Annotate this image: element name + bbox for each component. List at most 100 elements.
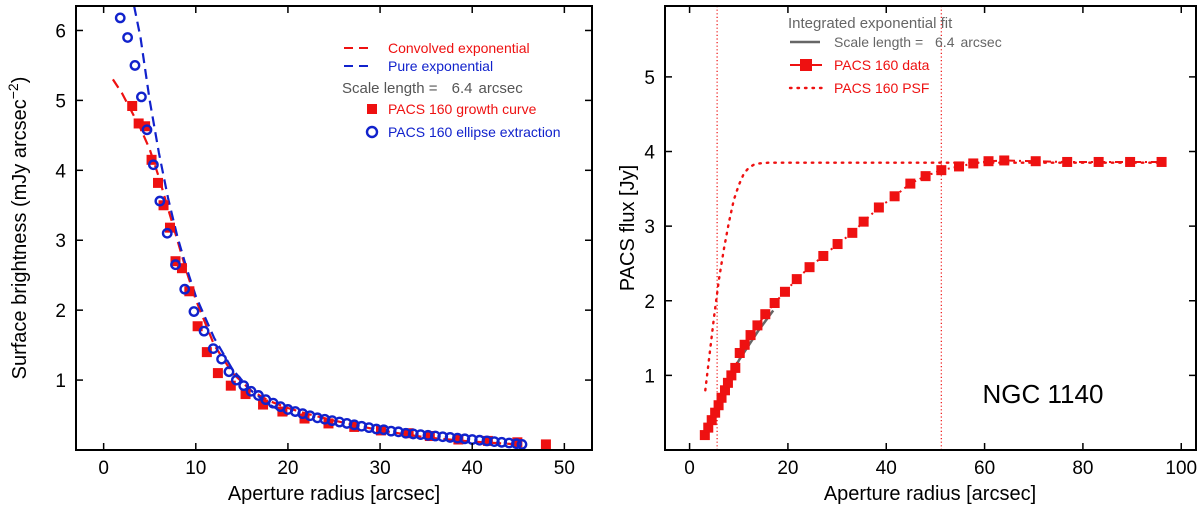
right-series-1-point-22 [858,216,869,227]
left-series-2-point-26 [540,439,551,450]
left-xtick-label-2: 20 [277,458,298,479]
right-series-1-point-14 [760,309,771,320]
right-series-1-point-26 [920,171,931,182]
left-series-2-point-15 [258,399,269,410]
right-series-2-line [704,161,1163,392]
right-series-1-point-27 [936,165,947,176]
left-xtick-label-1: 10 [185,458,206,479]
right-series-1-point-0 [699,430,710,441]
right-series-1-point-30 [983,156,994,167]
legend-data-label: PACS 160 data [834,57,930,73]
legend-fit-scale-unit: arcsec [960,34,1001,50]
right-series-1-point-1 [703,422,714,433]
left-y-axis-label-main: Surface brightness (mJy arcsec [9,99,31,379]
right-ytick-label-0: 1 [644,366,655,387]
right-ytick-label-2: 3 [644,217,655,238]
left-series-2-point-12 [212,368,223,379]
right-xtick-label-1: 20 [777,458,798,479]
right-x-axis-label: Aperture radius [arcsec] [824,483,1036,505]
right-series-1-point-9 [730,362,741,373]
right-y-axis-label: PACS flux [Jy] [617,165,639,291]
left-series-3-point-14 [223,366,235,378]
left-y-axis-label-sup: −2 [5,83,21,99]
legend-fit-scale-prefix: Scale length = [834,34,927,50]
legend-conv-label: Convolved exponential [388,40,530,56]
right-series-1-point-5 [716,392,727,403]
legend-ellipse-marker [365,125,379,139]
right-series-1-point-12 [745,330,756,341]
left-ytick-label-4: 5 [55,91,66,112]
left-xtick-label-5: 50 [554,458,575,479]
left-series-3-point-7 [161,227,173,239]
right-series-1-point-28 [954,161,965,172]
left-series-1-line [133,6,289,416]
left-ytick-label-1: 2 [55,301,66,322]
left-series-3-point-5 [147,159,159,171]
left-series-2-point-19 [349,421,360,432]
left-series-2-point-4 [153,177,164,188]
left-ytick-label-2: 3 [55,231,66,252]
left-legend: Convolved exponential Pure exponential S… [342,40,561,140]
left-ytick-label-0: 1 [55,371,66,392]
right-plot-frame [664,5,1197,451]
left-series-3-point-15 [230,374,242,386]
right-xtick-label-3: 60 [974,458,995,479]
legend-ellipse-label: PACS 160 ellipse extraction [388,124,561,140]
left-series-2-point-1 [133,118,144,129]
left-series-2-point-23 [453,434,464,445]
ngc-annotation: NGC 1140 [983,379,1104,409]
right-series-1-point-20 [832,239,843,250]
right-ytick-label-3: 4 [644,143,655,164]
right-data-layer [699,6,1167,450]
left-panel: 0 10 20 30 40 50 1 2 3 4 5 6 Aperture radius [arcse… [5,5,593,505]
left-series-2-point-10 [192,321,203,332]
right-series-1-point-15 [769,297,780,308]
left-series-3-point-10 [188,306,200,317]
legend-scale-unit: arcsec [479,80,524,97]
right-series-1-point-24 [889,191,900,202]
left-xtick-label-4: 40 [462,458,483,479]
legend-pure-label: Pure exponential [388,58,493,74]
left-xtick-label-0: 0 [98,458,109,479]
right-series-1-point-6 [719,385,730,396]
left-ytick-label-3: 4 [55,161,66,182]
legend-fit-title: Integrated exponential fit [788,15,953,32]
left-series-3-point-4 [141,124,153,136]
left-data-layer [111,6,551,450]
legend-scale-length: Scale length = 6.4 arcsec [342,80,523,97]
left-series-2-point-24 [482,435,493,446]
left-series-2-point-13 [225,380,236,391]
right-series-1-point-18 [804,262,815,273]
right-series-1-point-17 [791,274,802,285]
right-series-1-point-21 [847,227,858,238]
right-series-1-point-7 [722,377,733,388]
left-series-3-point-6 [154,195,166,207]
right-series-1-point-31 [999,155,1010,166]
left-series-3-point-0 [114,12,126,24]
legend-fit-scale: Scale length = 6.4 arcsec [834,34,1002,50]
left-series-3-point-8 [170,259,181,271]
left-series-2-point-8 [176,263,187,274]
legend-growth-label: PACS 160 growth curve [388,101,537,117]
left-ytick-label-5: 6 [55,21,66,42]
left-xtick-label-3: 30 [370,458,391,479]
right-series-1-point-23 [873,202,884,213]
left-series-3-point-9 [179,283,191,295]
right-series-1-point-25 [905,178,916,189]
left-series-2-point-0 [127,100,138,111]
right-xtick-label-0: 0 [684,458,695,479]
right-series-1-point-2 [706,415,717,426]
right-xtick-label-5: 100 [1165,458,1197,479]
left-series-3-point-2 [129,60,141,71]
left-series-2-point-11 [201,347,212,358]
left-series-2-point-22 [424,431,435,442]
left-plot-frame [75,5,593,451]
left-series-3-point-3 [136,91,147,103]
right-series-1-point-4 [713,400,724,411]
left-x-axis-label: Aperture radius [arcsec] [228,483,440,505]
legend-growth-marker [367,104,377,114]
legend-fit-scale-value: 6.4 [935,34,955,50]
right-legend: Integrated exponential fit Scale length … [788,15,1002,96]
right-series-1-point-29 [968,158,979,169]
